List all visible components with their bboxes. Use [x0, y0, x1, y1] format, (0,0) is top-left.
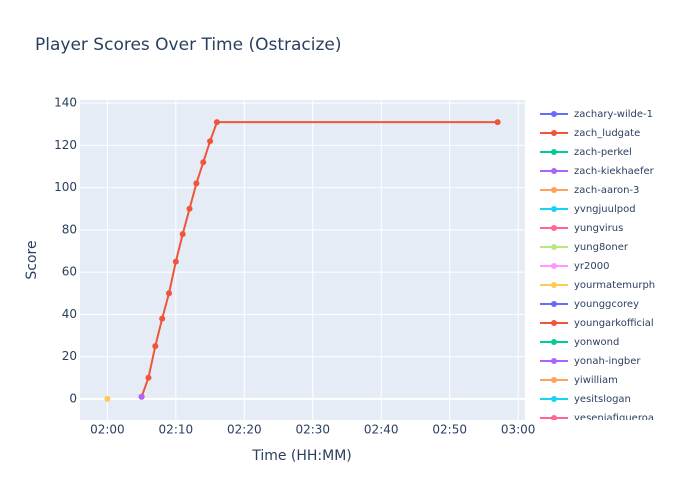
legend-marker — [551, 358, 557, 364]
x-tick-label: 02:10 — [159, 423, 194, 437]
data-point — [159, 315, 166, 322]
data-point — [494, 119, 501, 126]
data-point — [193, 180, 200, 187]
data-point — [145, 374, 152, 381]
legend-label: yung8oner — [574, 242, 629, 253]
legend-label: zachary-wilde-1 — [574, 109, 653, 120]
data-point — [166, 290, 172, 297]
y-tick-label: 40 — [62, 307, 77, 321]
legend-marker — [551, 396, 557, 402]
legend-label: yr2000 — [574, 261, 609, 272]
data-point — [152, 343, 159, 350]
legend-marker — [551, 377, 557, 383]
x-tick-label: 02:20 — [227, 423, 262, 437]
legend-marker — [551, 263, 557, 269]
legend-marker — [551, 111, 557, 117]
grid: 0 20 40 60 80 100 120 140 02:00 02:10 02:20 02:30 02… — [54, 96, 535, 437]
legend-label: yonwond — [574, 337, 619, 348]
x-tick-label: 02:30 — [295, 423, 330, 437]
legend-label: younggcorey — [574, 299, 639, 310]
y-tick-label: 100 — [54, 180, 77, 194]
legend-label: yvngjuulpod — [574, 204, 636, 215]
legend-marker — [551, 320, 557, 326]
legend-marker — [551, 187, 557, 193]
x-tick-label: 02:40 — [364, 423, 399, 437]
data-point — [179, 231, 186, 238]
legend-label: yesitslogan — [574, 394, 631, 405]
legend-marker — [551, 339, 557, 345]
legend-label: zach_ludgate — [574, 128, 640, 139]
legend-marker — [551, 225, 557, 231]
legend-label: yeseniafigueroa — [574, 413, 654, 424]
y-axis-title: Score — [24, 240, 40, 279]
legend-label: zach-perkel — [574, 147, 632, 158]
legend-marker — [551, 282, 557, 288]
legend-label: yourmatemurph — [574, 280, 655, 291]
x-tick-label: 02:50 — [432, 423, 467, 437]
data-point — [104, 395, 111, 402]
legend-marker — [551, 244, 557, 250]
legend-label: zach-kiekhaefer — [574, 166, 655, 177]
x-tick-label: 03:00 — [501, 423, 536, 437]
legend-marker — [551, 301, 557, 307]
data-point — [213, 119, 220, 126]
legend-label: zach-aaron-3 — [574, 185, 639, 196]
legend-label: youngarkofficial — [574, 318, 654, 329]
legend-label: yiwilliam — [574, 375, 618, 386]
legend: zachary-wilde-1 zach_ludgate zach-perkel za… — [540, 109, 655, 424]
legend-label: yungvirus — [574, 223, 623, 234]
legend-label: yonah-ingber — [574, 356, 641, 367]
y-tick-label: 0 — [69, 391, 77, 405]
data-point — [172, 258, 179, 265]
y-tick-label: 120 — [54, 138, 77, 152]
y-tick-label: 20 — [62, 349, 77, 363]
plot-area — [80, 100, 525, 420]
data-point — [186, 205, 193, 212]
data-point — [207, 138, 214, 145]
legend-marker — [551, 130, 557, 136]
y-tick-label: 60 — [62, 265, 77, 279]
legend-marker — [551, 206, 557, 212]
legend-marker — [551, 168, 557, 174]
y-tick-label: 140 — [54, 96, 77, 110]
chart-title: Player Scores Over Time (Ostracize) — [35, 35, 342, 55]
x-tick-label: 02:00 — [90, 423, 125, 437]
marks — [104, 119, 501, 402]
x-axis-title: Time (HH:MM) — [251, 448, 352, 464]
data-point — [138, 393, 145, 400]
legend-marker — [551, 415, 557, 420]
data-point — [200, 159, 207, 166]
y-tick-label: 80 — [62, 222, 77, 236]
legend-marker — [551, 149, 557, 155]
